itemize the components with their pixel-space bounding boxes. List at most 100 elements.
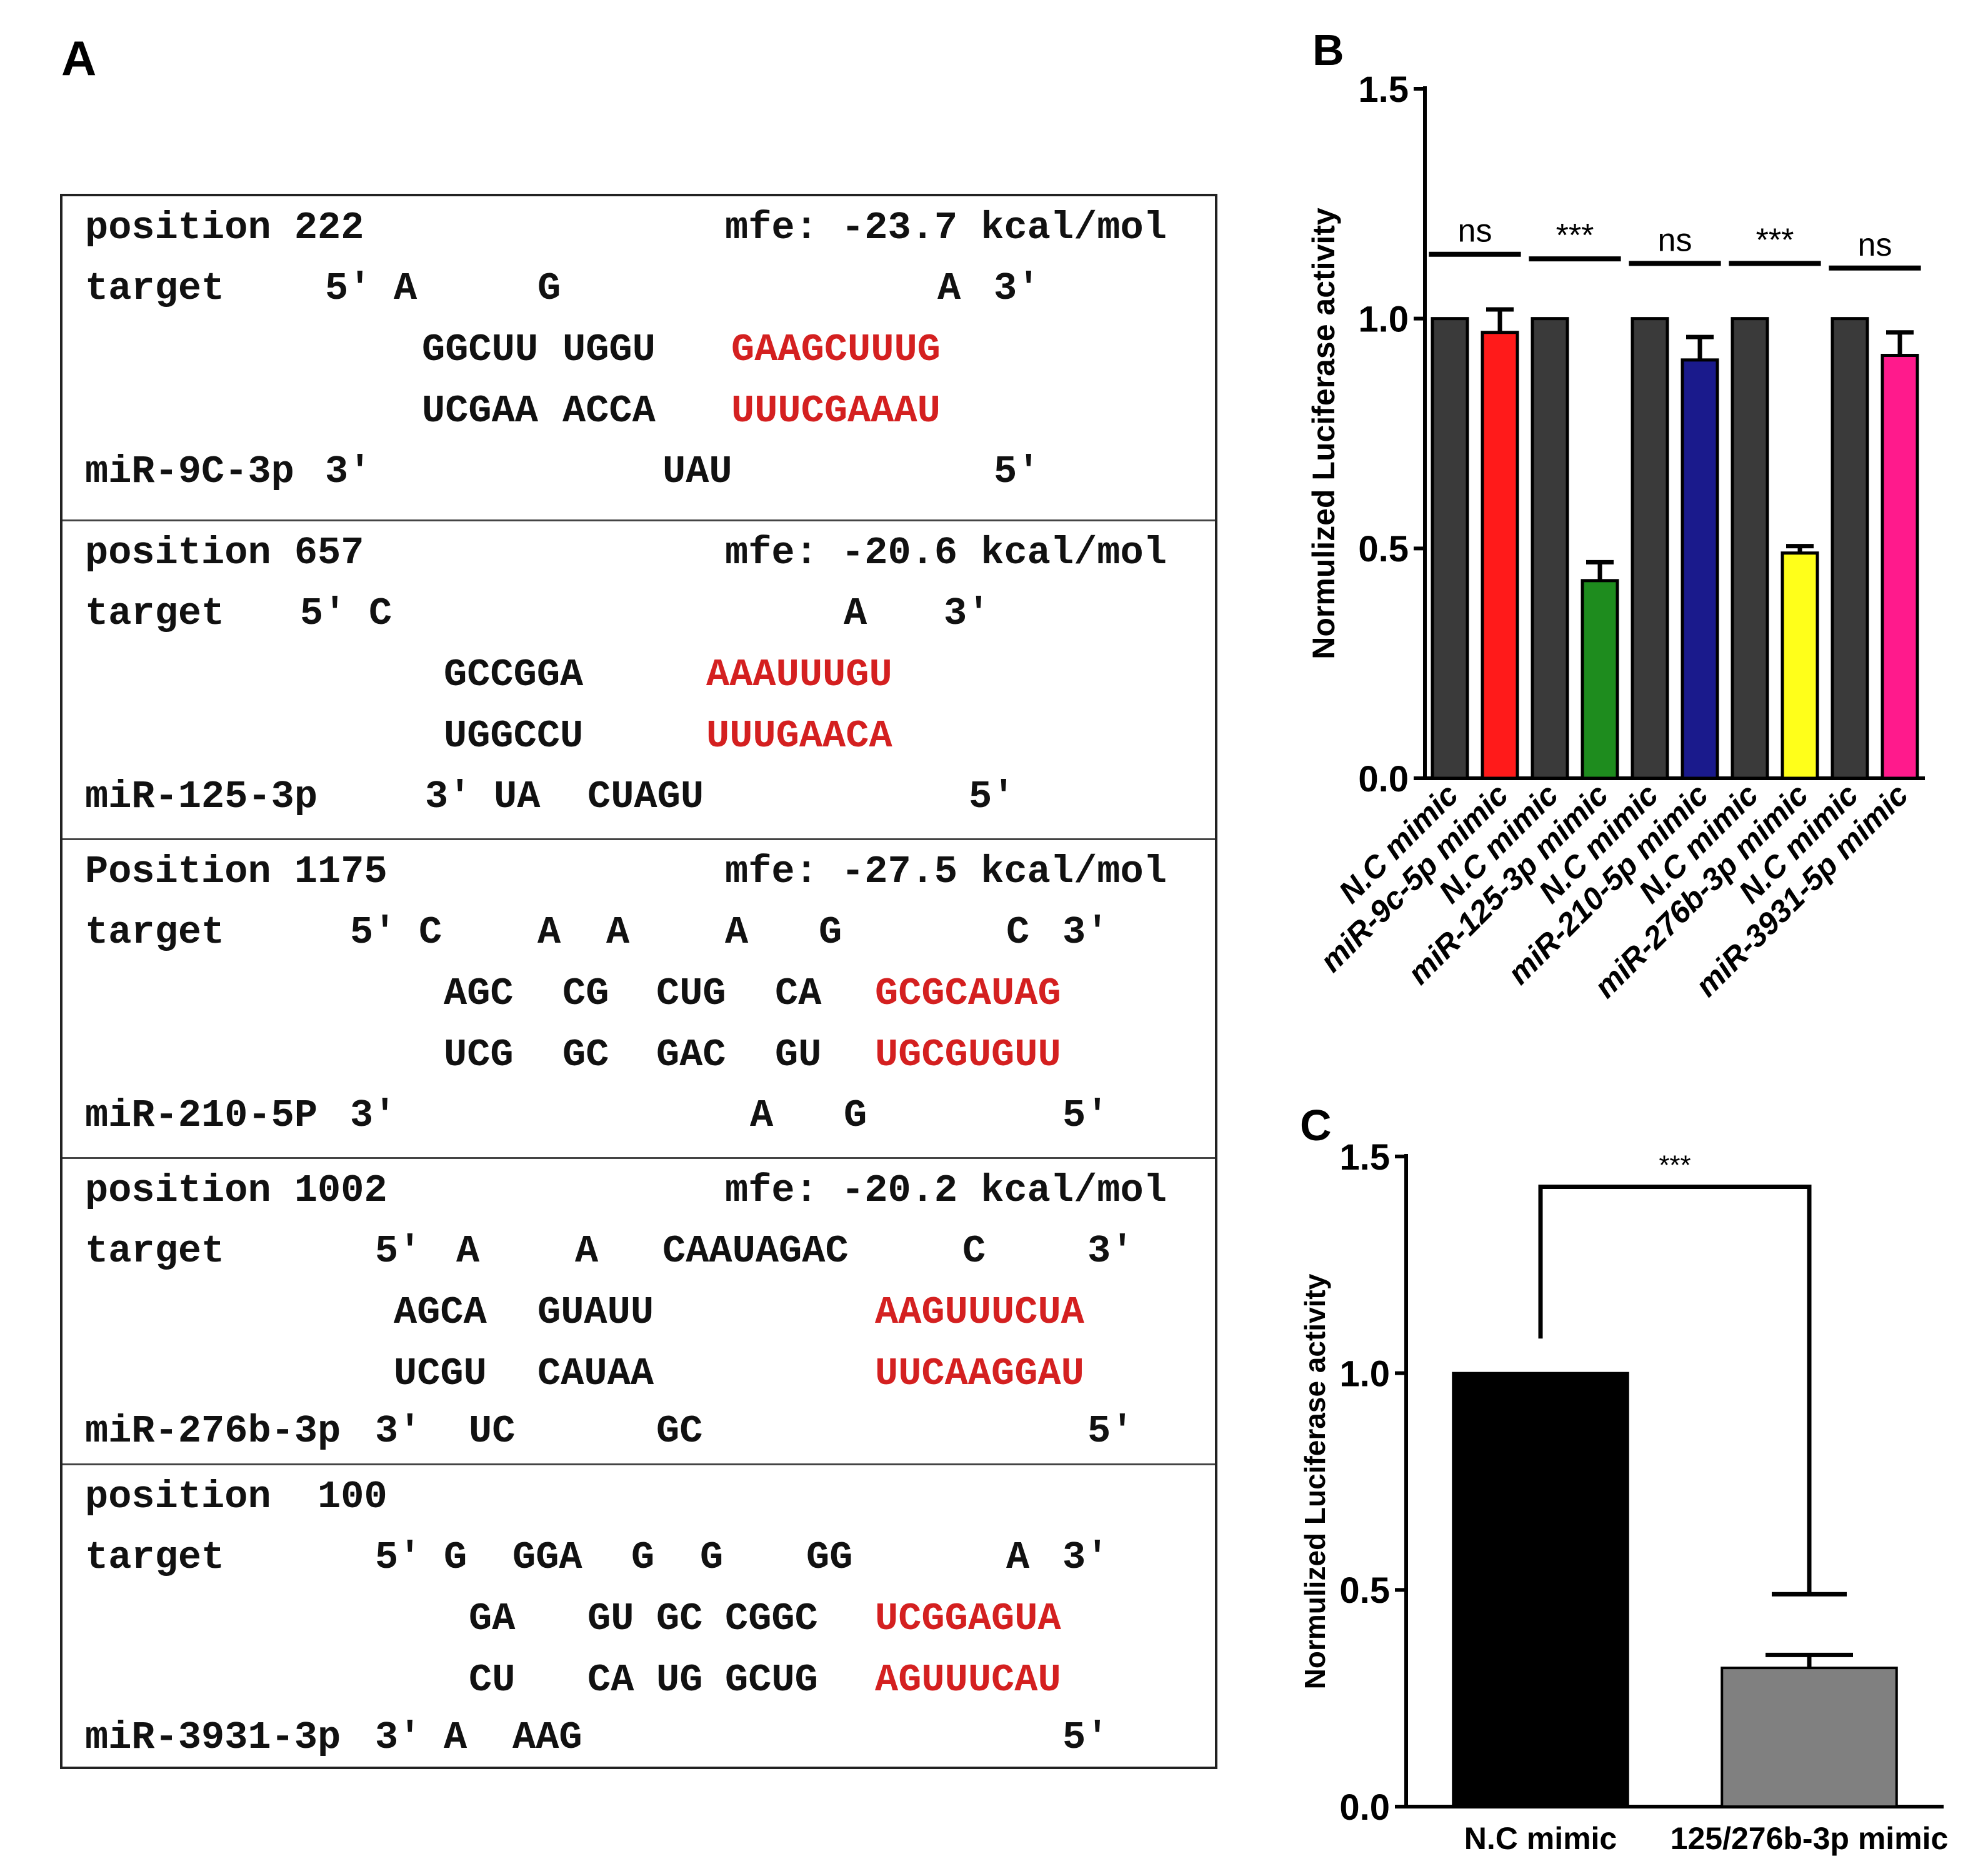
bottom-pair-seq: GU (775, 1033, 822, 1077)
significance-label: ns (1458, 213, 1492, 249)
mirna-bulge: A (750, 1093, 774, 1138)
target-three-prime: 3' (994, 266, 1041, 311)
chart-c: 0.0 0.5 1.0 1.5 Normulized Luciferase activi… (1299, 1137, 1949, 1856)
alignment-block: position 657 mfe: -20.6 kcal/mol target … (62, 521, 1215, 840)
top-pair-seq: GGCUU (422, 328, 539, 372)
target-five-prime: 5' (350, 910, 397, 955)
bottom-pair-seq: UGGCCU (444, 714, 584, 758)
y-tick-label: 1.5 (1358, 69, 1409, 110)
top-pair-seq: CA (775, 971, 822, 1016)
mirna-five-prime: 5' (1062, 1093, 1109, 1138)
mfe-label: mfe: -20.2 kcal/mol (725, 1168, 1167, 1213)
bar (1481, 331, 1519, 780)
bottom-seed-seq: UUUGAACA (706, 714, 892, 758)
mirna-three-prime: 3' (375, 1715, 422, 1760)
mirna-five-prime: 5' (1087, 1409, 1134, 1453)
top-pair-seq: GCCGGA (444, 653, 584, 697)
target-bulge: A (937, 266, 961, 311)
bar (1721, 1667, 1898, 1808)
target-label: target (85, 591, 225, 636)
bottom-pair-seq: CU (469, 1658, 516, 1702)
y-tick-label: 0.0 (1358, 759, 1409, 800)
target-bulge: G (444, 1535, 467, 1580)
target-bulge: A (725, 910, 749, 955)
panel-c-label: C (1300, 1101, 1332, 1150)
mfe-label: mfe: -27.5 kcal/mol (725, 850, 1167, 894)
y-tick-label: 1.5 (1339, 1137, 1390, 1178)
alignment-block: position 100 target 5' G GGA G G GG A 3'… (62, 1465, 1215, 1767)
top-seed-seq: AAAUUUGU (706, 653, 892, 697)
target-three-prime: 3' (1062, 1535, 1109, 1580)
top-pair-seq: CGGC (725, 1597, 818, 1641)
target-bulge: CAAUAGAC (662, 1229, 849, 1273)
mfe-label: mfe: -20.6 kcal/mol (725, 531, 1167, 575)
mirna-bulge: GC (656, 1409, 703, 1453)
mirna-bulge: UC (469, 1409, 516, 1453)
mirna-name: miR-3931-3p (85, 1715, 341, 1760)
top-pair-seq: GU (587, 1597, 634, 1641)
bar (1581, 579, 1619, 780)
y-axis-label: Normulized Luciferase activity (1299, 1273, 1331, 1689)
significance-label: *** (1756, 222, 1794, 258)
bar (1681, 358, 1719, 780)
y-tick-label: 0.5 (1339, 1570, 1390, 1611)
mirna-name: miR-210-5P (85, 1093, 318, 1138)
mirna-five-prime: 5' (1062, 1715, 1109, 1760)
mirna-name: miR-9C-3p (85, 449, 294, 494)
bottom-pair-seq: CAUAA (537, 1352, 654, 1396)
bar (1731, 317, 1769, 780)
target-five-prime: 5' (375, 1535, 422, 1580)
bottom-pair-seq: UG (656, 1658, 703, 1702)
mirna-five-prime: 5' (969, 775, 1016, 819)
y-axis-label: Normulized Luciferase activity (1306, 208, 1341, 660)
position-label: position 222 (85, 206, 364, 250)
y-tick-label: 0.0 (1339, 1787, 1390, 1828)
bottom-pair-seq: ACCA (562, 389, 656, 433)
target-bulge: C (962, 1229, 986, 1273)
mirna-name: miR-125-3p (85, 775, 318, 819)
bottom-pair-seq: UCGU (394, 1352, 487, 1396)
bottom-seed-seq: UUUCGAAAU (731, 389, 941, 433)
mirna-name: miR-276b-3p (85, 1409, 341, 1453)
target-label: target (85, 1535, 225, 1580)
mfe-label: mfe: -23.7 kcal/mol (725, 206, 1167, 250)
top-pair-seq: AGC (444, 971, 514, 1016)
alignment-table: position 222 mfe: -23.7 kcal/mol target … (60, 194, 1217, 1769)
target-bulge: C (369, 591, 392, 636)
mirna-three-prime: 3' (375, 1409, 422, 1453)
top-pair-seq: GC (656, 1597, 703, 1641)
x-tick-label: N.C mimic (1464, 1821, 1617, 1856)
alignment-block: position 222 mfe: -23.7 kcal/mol target … (62, 196, 1215, 521)
x-tick-label: 125/276b-3p mimic (1671, 1821, 1949, 1856)
target-three-prime: 3' (1087, 1229, 1134, 1273)
bottom-pair-seq: GC (562, 1033, 609, 1077)
y-tick-label: 1.0 (1339, 1354, 1390, 1395)
bottom-pair-seq: UCGAA (422, 389, 539, 433)
panel-a-label: A (61, 31, 97, 86)
bottom-seed-seq: AGUUUCAU (875, 1658, 1061, 1702)
mirna-bulge: G (844, 1093, 867, 1138)
bar (1831, 317, 1869, 780)
mirna-bulge: UA (494, 775, 541, 819)
target-five-prime: 5' (300, 591, 347, 636)
target-bulge: G (537, 266, 561, 311)
position-label: position 100 (85, 1475, 387, 1519)
alignment-block: Position 1175 mfe: -27.5 kcal/mol target… (62, 840, 1215, 1159)
target-label: target (85, 1229, 225, 1273)
target-bulge: A (394, 266, 417, 311)
bottom-pair-seq: GCUG (725, 1658, 818, 1702)
mirna-bulge: UAU (662, 449, 732, 494)
bottom-seed-seq: UUCAAGGAU (875, 1352, 1084, 1396)
y-tick-label: 0.5 (1358, 529, 1409, 569)
target-bulge: C (419, 910, 442, 955)
alignment-block: position 1002 mfe: -20.2 kcal/mol target… (62, 1159, 1215, 1465)
target-bulge: G (631, 1535, 655, 1580)
chart-b: 0.0 0.5 1.0 1.5 Normulized Luciferase activi… (1306, 69, 1925, 1005)
top-seed-seq: GCGCAUAG (875, 971, 1061, 1016)
mirna-three-prime: 3' (350, 1093, 397, 1138)
bottom-pair-seq: CA (587, 1658, 634, 1702)
mirna-bulge: CUAGU (587, 775, 704, 819)
bar (1881, 353, 1919, 780)
position-label: Position 1175 (85, 850, 387, 894)
y-tick-label: 1.0 (1358, 299, 1409, 340)
